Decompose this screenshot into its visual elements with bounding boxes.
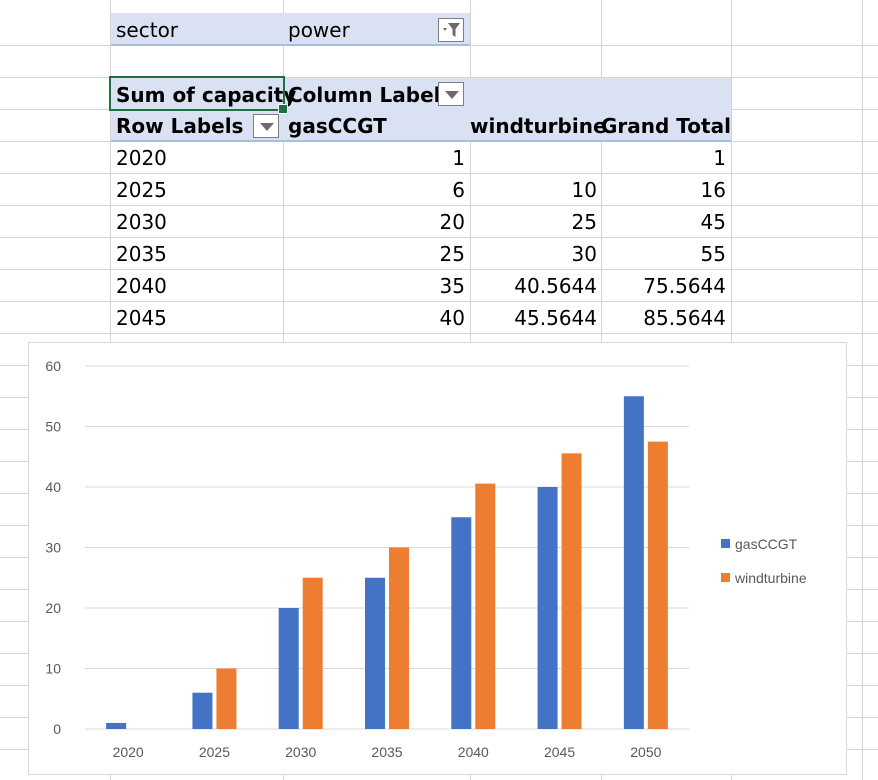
row-year[interactable]: 2045 <box>116 306 167 330</box>
bar-gasccgt-2025 <box>192 692 213 729</box>
legend-swatch-windturbine <box>721 573 730 582</box>
cell-grand-total[interactable]: 55 <box>700 242 726 266</box>
cell-grand-total[interactable]: 85.5644 <box>643 306 726 330</box>
legend-label: windturbine <box>735 570 807 586</box>
cell-gasccgt[interactable]: 20 <box>439 210 465 234</box>
bar-windturbine-2025 <box>216 668 237 729</box>
pivot-chart[interactable]: 0 10 20 30 40 50 60 2020 2025 2030 2035 2040 2045 205… <box>28 342 847 775</box>
bar-windturbine-2040 <box>475 483 496 729</box>
bar-gasccgt-2040 <box>451 517 472 729</box>
legend-item-windturbine[interactable]: windturbine <box>721 567 807 589</box>
cell-grand-total[interactable]: 16 <box>700 178 726 202</box>
y-tick-label: 20 <box>45 600 61 616</box>
bar-windturbine-2050 <box>647 441 668 729</box>
pivot-row-labels-header[interactable]: Row Labels <box>116 114 244 138</box>
column-header-windturbine[interactable]: windturbine <box>470 114 607 138</box>
row-year[interactable]: 2025 <box>116 178 167 202</box>
cell-windturbine[interactable]: 40.5644 <box>514 274 597 298</box>
legend-label: gasCCGT <box>735 536 798 552</box>
cell-grand-total[interactable]: 1 <box>713 146 726 170</box>
fill-handle[interactable] <box>278 104 288 114</box>
x-tick-label: 2040 <box>458 744 489 760</box>
y-tick-label: 0 <box>53 721 61 737</box>
chevron-down-icon <box>445 91 459 99</box>
cell-gasccgt[interactable]: 1 <box>452 146 465 170</box>
legend-item-gasccgt[interactable]: gasCCGT <box>721 533 807 555</box>
x-tick-label: 2050 <box>630 744 661 760</box>
pivot-header-underline <box>111 140 731 142</box>
y-tick-label: 40 <box>45 479 61 495</box>
bar-gasccgt-2050 <box>623 396 644 729</box>
legend-swatch-gasccgt <box>721 539 730 548</box>
filter-funnel-icon <box>443 23 460 37</box>
cell-windturbine[interactable]: 10 <box>571 178 597 202</box>
bar-gasccgt-2020 <box>106 722 127 729</box>
bar-windturbine-2045 <box>561 453 582 729</box>
bar-windturbine-2035 <box>389 547 409 729</box>
column-header-grand-total[interactable]: Grand Total <box>601 114 731 138</box>
x-tick-label: 2025 <box>199 744 230 760</box>
y-tick-label: 10 <box>45 661 61 677</box>
cell-windturbine[interactable]: 25 <box>571 210 597 234</box>
y-tick-label: 50 <box>45 419 61 435</box>
pivot-column-labels-header[interactable]: Column Labels <box>288 83 453 107</box>
cell-grand-total[interactable]: 75.5644 <box>643 274 726 298</box>
filter-field-label[interactable]: sector <box>116 18 179 42</box>
chevron-down-icon <box>260 123 274 131</box>
selected-cell[interactable] <box>109 76 288 114</box>
chart-legend[interactable]: gasCCGT windturbine <box>721 533 807 601</box>
row-year[interactable]: 2020 <box>116 146 167 170</box>
row-year[interactable]: 2040 <box>116 274 167 298</box>
bar-gasccgt-2030 <box>278 608 299 729</box>
filter-dropdown-button[interactable] <box>438 18 464 42</box>
cell-gasccgt[interactable]: 35 <box>439 274 465 298</box>
bar-gasccgt-2035 <box>365 577 385 729</box>
y-tick-label: 60 <box>45 358 61 374</box>
cell-gasccgt[interactable]: 6 <box>452 178 465 202</box>
row-labels-dropdown[interactable] <box>253 114 279 138</box>
x-tick-label: 2035 <box>371 744 402 760</box>
column-labels-dropdown[interactable] <box>438 82 464 106</box>
filter-row-underline <box>111 44 470 46</box>
cell-grand-total[interactable]: 45 <box>700 210 726 234</box>
bar-gasccgt-2045 <box>537 487 558 729</box>
cell-gasccgt[interactable]: 25 <box>439 242 465 266</box>
cell-windturbine[interactable]: 45.5644 <box>514 306 597 330</box>
cell-windturbine[interactable]: 30 <box>571 242 597 266</box>
filter-row-band <box>111 13 470 45</box>
bar-windturbine-2030 <box>302 577 323 729</box>
column-header-gasccgt[interactable]: gasCCGT <box>288 114 387 138</box>
y-tick-label: 30 <box>45 540 61 556</box>
row-year[interactable]: 2030 <box>116 210 167 234</box>
filter-field-value[interactable]: power <box>288 18 350 42</box>
x-tick-label: 2030 <box>285 744 316 760</box>
pivot-value-header[interactable]: Sum of capacity <box>116 83 297 107</box>
x-tick-label: 2020 <box>113 744 144 760</box>
cell-gasccgt[interactable]: 40 <box>439 306 465 330</box>
x-tick-label: 2045 <box>544 744 575 760</box>
row-year[interactable]: 2035 <box>116 242 167 266</box>
